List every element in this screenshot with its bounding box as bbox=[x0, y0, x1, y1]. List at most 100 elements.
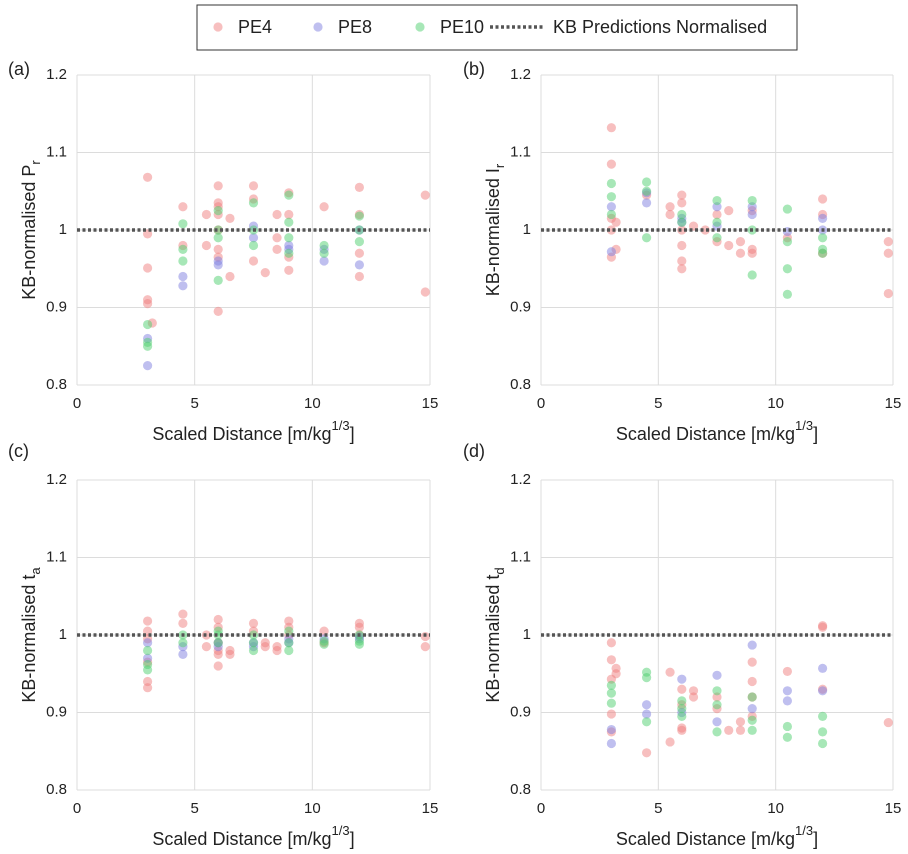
scatter-point bbox=[248, 618, 259, 628]
x-tick-label: 0 bbox=[537, 800, 545, 817]
scatter-point bbox=[818, 663, 828, 673]
scatter-point bbox=[178, 649, 188, 659]
scatter-point bbox=[284, 248, 294, 258]
y-tick-label: 1.1 bbox=[510, 548, 531, 565]
panel-label: (c) bbox=[8, 441, 29, 461]
scatter-point bbox=[606, 655, 617, 665]
scatter-point bbox=[213, 638, 223, 648]
x-tick-label: 10 bbox=[304, 800, 321, 817]
y-tick-label: 1.1 bbox=[46, 143, 67, 160]
scatter-point bbox=[611, 217, 621, 227]
scatter-point bbox=[354, 182, 364, 192]
y-tick-label: 1.2 bbox=[510, 66, 531, 83]
scatter-point bbox=[606, 192, 617, 202]
y-tick-label: 1.1 bbox=[510, 143, 531, 160]
scatter-point bbox=[248, 181, 259, 191]
scatter-point bbox=[747, 692, 757, 702]
scatter-point bbox=[818, 686, 828, 696]
y-axis-label-text: KB-normalised t bbox=[19, 575, 39, 703]
scatter-point bbox=[712, 700, 722, 710]
scatter-point bbox=[712, 727, 722, 737]
scatter-point bbox=[178, 202, 188, 212]
scatter-point bbox=[782, 666, 793, 677]
scatter-point bbox=[201, 240, 212, 251]
scatter-point bbox=[611, 669, 621, 679]
scatter-point bbox=[143, 361, 153, 371]
scatter-point bbox=[319, 256, 329, 266]
scatter-point bbox=[665, 667, 675, 677]
scatter-point bbox=[354, 211, 364, 221]
scatter-point bbox=[712, 670, 722, 680]
scatter-point bbox=[225, 271, 235, 282]
scatter-point bbox=[284, 638, 294, 648]
scatter-point bbox=[677, 674, 687, 684]
y-tick-label: 0.9 bbox=[510, 298, 531, 315]
panel-label: (d) bbox=[463, 441, 485, 461]
legend-label: PE10 bbox=[440, 17, 484, 37]
scatter-point bbox=[818, 738, 828, 749]
scatter-point bbox=[883, 717, 893, 728]
scatter-point bbox=[213, 275, 223, 285]
scatter-point bbox=[606, 738, 617, 749]
y-axis-label: KB-normalised ta bbox=[19, 567, 44, 703]
scatter-point bbox=[143, 299, 153, 309]
y-tick-label: 1.2 bbox=[510, 471, 531, 488]
scatter-point bbox=[606, 123, 617, 133]
scatter-point bbox=[677, 256, 687, 266]
y-axis-label-subscript: a bbox=[28, 567, 43, 575]
y-tick-label: 0.8 bbox=[510, 376, 531, 393]
scatter-point bbox=[213, 260, 223, 270]
x-axis-label-text: ] bbox=[350, 829, 355, 849]
scatter-point bbox=[782, 721, 793, 732]
x-axis-label-text: Scaled Distance [m/kg bbox=[152, 424, 331, 444]
y-axis-label-subscript: r bbox=[28, 160, 43, 165]
scatter-point bbox=[642, 673, 652, 683]
scatter-point bbox=[143, 319, 153, 330]
x-axis-label-text: ] bbox=[350, 424, 355, 444]
y-tick-label: 0.9 bbox=[46, 703, 67, 720]
scatter-point bbox=[712, 717, 722, 727]
scatter-point bbox=[354, 639, 364, 649]
scatter-point bbox=[284, 233, 294, 243]
scatter-point bbox=[642, 709, 652, 719]
scatter-point bbox=[782, 237, 793, 247]
scatter-point bbox=[782, 204, 793, 214]
scatter-point bbox=[201, 642, 212, 652]
scatter-point bbox=[747, 640, 757, 650]
scatter-point bbox=[178, 244, 188, 254]
scatter-point bbox=[143, 616, 153, 626]
scatter-point bbox=[747, 715, 757, 725]
scatter-point bbox=[818, 711, 828, 721]
scatter-point bbox=[642, 186, 652, 196]
scatter-point bbox=[284, 209, 294, 220]
x-tick-label: 10 bbox=[767, 800, 784, 817]
x-axis-label: Scaled Distance [m/kg1/3] bbox=[152, 823, 354, 848]
scatter-point bbox=[213, 225, 223, 235]
scatter-point bbox=[642, 233, 652, 243]
scatter-point bbox=[143, 645, 153, 656]
legend-label: PE8 bbox=[338, 17, 372, 37]
scatter-point bbox=[665, 737, 675, 747]
scatter-point bbox=[735, 717, 746, 727]
x-tick-label: 15 bbox=[422, 395, 439, 412]
legend-label: KB Predictions Normalised bbox=[553, 17, 767, 37]
scatter-point bbox=[260, 268, 270, 278]
scatter-point bbox=[143, 341, 153, 351]
x-tick-label: 5 bbox=[654, 800, 662, 817]
scatter-point bbox=[248, 240, 259, 251]
scatter-point bbox=[420, 190, 430, 200]
x-tick-label: 15 bbox=[885, 800, 902, 817]
scatter-point bbox=[606, 209, 617, 220]
scatter-point bbox=[677, 240, 687, 251]
scatter-point bbox=[818, 248, 828, 258]
y-tick-label: 0.8 bbox=[46, 376, 67, 393]
scatter-point bbox=[284, 217, 294, 227]
scatter-point bbox=[677, 225, 687, 235]
scatter-point bbox=[677, 198, 687, 208]
scatter-point bbox=[606, 178, 617, 189]
scatter-point bbox=[284, 645, 294, 656]
scatter-point bbox=[883, 248, 893, 258]
scatter-point bbox=[677, 725, 687, 735]
scatter-point bbox=[642, 177, 652, 187]
scatter-point bbox=[178, 271, 188, 282]
